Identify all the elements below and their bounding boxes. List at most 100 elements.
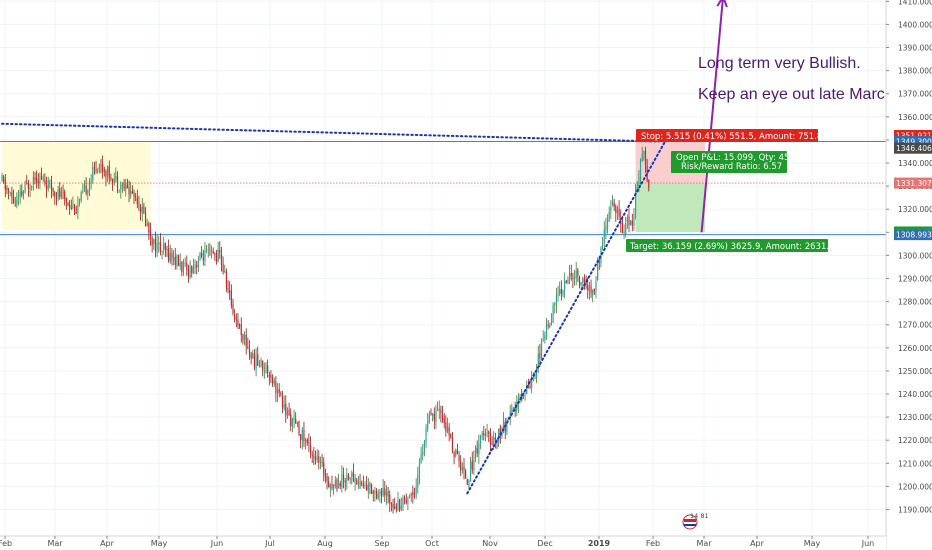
candle-body (309, 444, 312, 455)
y-tick-label: 1220.000 (898, 436, 932, 445)
candle-body (503, 421, 505, 433)
candle-body (115, 176, 117, 180)
candle-body (575, 270, 577, 279)
axis-tag-bg (894, 142, 932, 154)
candle-body (521, 393, 523, 400)
candle-body (29, 188, 31, 190)
candle-body (17, 195, 20, 200)
price-axis[interactable]: 1190.000 1200.000 1210.000 1220.000 1230.000… (885, 0, 932, 550)
candle-body (210, 250, 213, 252)
y-tick-label: 1380.000 (898, 67, 932, 76)
candle-body (125, 183, 127, 190)
candle-body (413, 495, 416, 497)
candle-body (474, 447, 477, 459)
y-tick-label: 1260.000 (898, 344, 932, 353)
candle-body (598, 261, 600, 263)
candle-body (374, 490, 376, 494)
candle-body (422, 451, 424, 456)
candle-body (209, 250, 211, 251)
time-axis[interactable]: Feb Mar Apr May Jun Jul Aug Sep Oct Nov Dec 2019 Feb… (0, 535, 886, 550)
candle-body (430, 412, 432, 415)
candle-body (93, 166, 95, 169)
candle-body (582, 277, 584, 283)
candle-body (39, 176, 41, 183)
candle-body (108, 166, 110, 179)
candle-body (432, 413, 434, 416)
position-labels: Stop: 5.515 (0.41%) 551.5, Amount: 751.8… (626, 129, 840, 252)
candle-body (397, 500, 399, 510)
candle-body (529, 386, 531, 388)
candle-body (154, 238, 157, 252)
candle-body (111, 178, 114, 184)
candle-body (280, 392, 282, 395)
candle-body (438, 408, 440, 411)
candle-body (364, 484, 366, 486)
candle-body (314, 457, 317, 460)
candle-body (206, 250, 208, 252)
candle-body (549, 324, 551, 328)
candle-body (630, 220, 632, 225)
candle-body (412, 491, 414, 495)
candle-body (420, 454, 422, 463)
candle-body (113, 178, 115, 183)
candle-body (45, 185, 48, 190)
y-tick-label: 1290.000 (898, 275, 932, 284)
candle-body (265, 365, 267, 373)
candle-body (344, 480, 346, 483)
candle-body (410, 492, 412, 497)
candle-body (135, 196, 137, 197)
y-tick-label: 1320.000 (898, 205, 932, 214)
candle-body (227, 288, 229, 290)
candle-body (516, 404, 518, 411)
candle-body (21, 191, 23, 195)
candle-body (321, 461, 323, 463)
y-tick-label: 1200.000 (898, 482, 932, 491)
arrow-head (716, 0, 728, 8)
candle-body (610, 207, 612, 212)
candle-body (202, 257, 204, 261)
x-tick-label: Sep (374, 539, 389, 548)
candle-body (75, 212, 77, 214)
candle-body (648, 179, 650, 188)
candle-body (176, 256, 178, 267)
candle-body (481, 432, 483, 436)
y-tick-label: 1300.000 (898, 251, 932, 260)
candle-body (333, 484, 335, 490)
axis-tag: 1351.921 (896, 131, 932, 140)
candle-body (470, 461, 472, 482)
time-axis-bg (0, 536, 886, 550)
candle-body (239, 325, 241, 326)
candle-body (136, 197, 138, 205)
candle-body (140, 206, 142, 213)
candle-body (369, 484, 371, 486)
x-tick-label: Jul (264, 539, 275, 548)
candle-body (163, 243, 165, 250)
candle-body (220, 254, 223, 265)
candle-body (451, 438, 454, 452)
annotation-late-march: Keep an eye out late Marc (698, 86, 885, 103)
x-tick-label: 2019 (588, 539, 611, 548)
candle-body (194, 264, 196, 269)
axis-tag-bg (894, 136, 932, 148)
candle-body (641, 153, 643, 161)
annotations: Long term very Bullish. Keep an eye out … (698, 55, 885, 103)
candle-body (493, 437, 495, 444)
candle-body (224, 270, 226, 272)
candle-body (74, 206, 76, 215)
candle-body (375, 491, 378, 498)
candle-body (298, 421, 300, 435)
candle-body (473, 459, 475, 471)
candle-body (83, 185, 86, 190)
y-tick-label: 1410.000 (898, 0, 932, 6)
candle-body (225, 271, 227, 288)
candle-body (608, 211, 610, 221)
candle-body (544, 335, 546, 341)
candle-body (417, 474, 419, 488)
candle-body (283, 403, 285, 409)
y-tick-label: 1190.000 (898, 506, 932, 515)
candle-body (88, 182, 91, 192)
candle-body (290, 413, 292, 427)
candle-body (47, 180, 49, 189)
falling-trendline (1, 122, 660, 143)
